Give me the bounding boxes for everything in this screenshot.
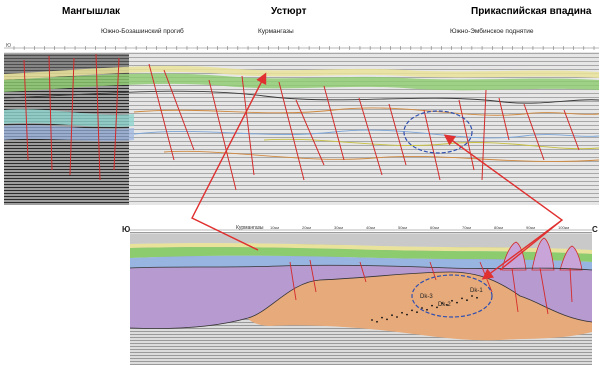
reflector-dot <box>461 297 463 300</box>
reflector-dot <box>471 295 473 297</box>
reflector-dot <box>371 319 373 321</box>
annotation-dk3: Dk-3 <box>420 294 433 300</box>
top-layer-blue <box>4 125 134 142</box>
top-layer-yellow <box>4 65 599 80</box>
reflector-dot <box>441 302 443 305</box>
sub-label-south-emba-uplift: Южно-Эмбинское поднятие <box>450 28 534 35</box>
arrow-to-dk1 <box>481 219 563 280</box>
reflector-dot <box>446 304 448 306</box>
arrow-to-top-left <box>191 72 267 251</box>
fault-lines <box>23 53 580 191</box>
reflector-dot <box>466 299 468 302</box>
bottom-axis-mark: 80км <box>494 225 503 230</box>
reflector-dot <box>386 318 388 321</box>
bottom-salt-dome-ellipse <box>411 274 493 318</box>
dotted-reflector <box>371 295 478 323</box>
sub-label-south-buzachi-trough: Южно-Бозашинский прогиб <box>101 28 184 35</box>
top-layer-teal <box>4 109 134 127</box>
bottom-axis-marks: 10км 20км 30км 40км 50км 60км 70км 80км 90км 100к… <box>270 225 569 230</box>
reflector-dot <box>411 309 413 312</box>
sub-label-kurmangazy: Курмангазы <box>258 28 294 35</box>
reflector-dot <box>451 299 453 302</box>
region-title-mangyshlak: Мангышлак <box>62 6 121 17</box>
annotation-dk1: Dk-1 <box>470 288 483 294</box>
reflector-dot <box>416 311 418 314</box>
bottom-axis-mark: 20км <box>302 225 311 230</box>
reflector-dot <box>376 320 378 323</box>
reflector-dot <box>431 304 433 307</box>
bottom-axis-mark: 100км <box>558 225 569 230</box>
top-seismic-section: Ю <box>4 43 599 205</box>
bottom-axis-mark: 30км <box>334 225 343 230</box>
reflector-dot <box>396 316 398 318</box>
reflector-dot <box>476 296 478 299</box>
annotation-dk2: Dk-2 <box>438 302 451 308</box>
bottom-layer-yellow <box>130 243 592 254</box>
bottom-axis-mark: 40км <box>366 225 375 230</box>
reflector-dot <box>436 306 438 309</box>
red-arrows <box>191 72 564 280</box>
bottom-axis-mark: 50км <box>398 225 407 230</box>
bottom-axis-mark: 90км <box>526 225 535 230</box>
bottom-layer-gray <box>130 234 592 250</box>
reflector-dot <box>381 316 383 319</box>
bottom-axis-mark: 70км <box>462 225 471 230</box>
arrow-to-top-right <box>443 134 564 271</box>
reflector-dot <box>401 311 403 314</box>
bottom-axis-mark: 10км <box>270 225 279 230</box>
bottom-left-label: Ю <box>122 225 130 234</box>
reflector-dot <box>391 314 393 317</box>
bottom-layer-green <box>130 247 592 262</box>
reflector-dot <box>421 307 423 309</box>
bottom-right-label: С <box>592 225 598 234</box>
reflector-dot <box>426 308 428 311</box>
top-axis-ticks <box>13 46 595 50</box>
bottom-boundary-lines <box>129 264 593 329</box>
bottom-axis-mark: 60км <box>430 225 439 230</box>
bottom-layer-purple <box>130 265 592 329</box>
reflector-dot <box>406 313 408 316</box>
region-title-precaspian-depression: Прикаспийская впадина <box>471 6 592 17</box>
region-title-ustyurt: Устюрт <box>271 6 307 17</box>
kurmangazy-well-label: Курмангазы <box>236 225 264 231</box>
reflector-dot <box>456 301 458 304</box>
top-corner-label: Ю <box>6 43 11 49</box>
bottom-layer-orange <box>248 272 592 341</box>
top-salt-dome-ellipse <box>403 110 473 154</box>
